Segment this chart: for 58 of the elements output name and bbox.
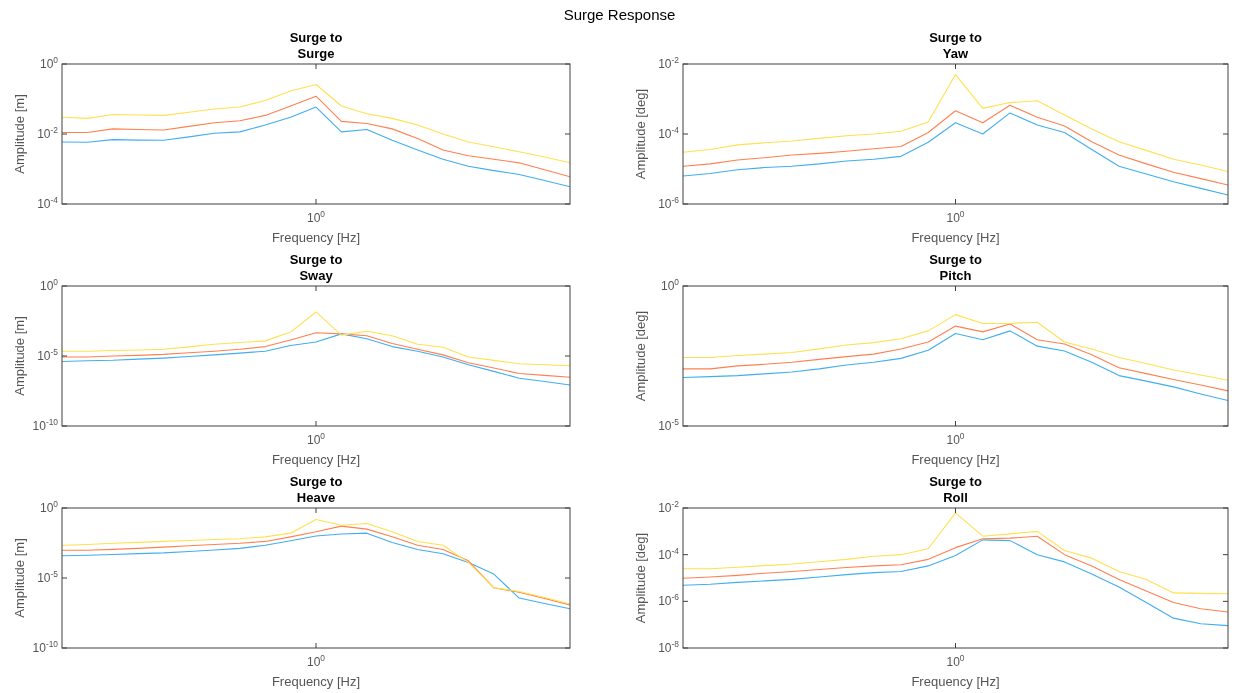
line-series — [683, 73, 1228, 173]
text: 10$^{0}$ — [306, 653, 326, 669]
y-tick-label: 10$^{-6}$ — [658, 195, 680, 211]
y-tick-label: 10$^{0}$ — [660, 277, 680, 293]
line-series — [683, 535, 1228, 613]
line-series — [683, 512, 1228, 595]
y-tick-label: 10$^{0}$ — [39, 277, 59, 293]
text: Surge Response — [563, 6, 676, 23]
y-axis-title: Amplitude [deg] — [633, 310, 648, 402]
y-axis-title: Amplitude [m] — [12, 316, 27, 396]
line-series — [683, 330, 1228, 402]
x-axis-title: Frequency [Hz] — [911, 230, 1000, 245]
y-tick-label: 10$^{-5}$ — [37, 347, 59, 363]
text: 10$^{0}$ — [946, 431, 965, 447]
y-tick-label: 10$^{-5}$ — [658, 417, 680, 433]
x-axis-title: Frequency [Hz] — [911, 452, 1000, 467]
y-tick-label: 10$^{-2}$ — [37, 125, 59, 141]
y-tick-label: 10$^{-8}$ — [658, 639, 680, 655]
text: 10$^{0}$ — [306, 209, 326, 225]
chart-title: Surge to Yaw — [929, 30, 982, 61]
text: 10$^{0}$ — [306, 431, 326, 447]
line-series — [62, 311, 570, 367]
x-axis-title: Frequency [Hz] — [271, 230, 361, 245]
y-axis-title: Amplitude [m] — [12, 94, 27, 174]
y-tick-label: 10$^{-10}$ — [32, 639, 59, 655]
line-series — [62, 333, 570, 386]
line-series — [683, 323, 1228, 392]
line-series — [62, 95, 570, 178]
y-tick-label: 10$^{-10}$ — [32, 417, 59, 433]
chart-title: Surge to Heave — [289, 474, 343, 505]
chart-title: Surge to Roll — [929, 474, 982, 505]
y-tick-label: 10$^{-4}$ — [658, 125, 680, 141]
y-tick-label: 10$^{-4}$ — [37, 195, 59, 211]
y-tick-label: 10$^{0}$ — [39, 55, 59, 71]
line-series — [683, 104, 1228, 186]
line-series — [62, 106, 570, 188]
x-axis-title: Frequency [Hz] — [911, 674, 1000, 689]
y-tick-label: 10$^{-2}$ — [658, 55, 680, 71]
line-series — [62, 83, 570, 164]
y-tick-label: 10$^{-6}$ — [658, 592, 680, 609]
y-axis-title: Amplitude [deg] — [633, 88, 648, 180]
y-tick-label: 10$^{0}$ — [39, 499, 59, 515]
line-series — [683, 314, 1228, 381]
x-axis-title: Frequency [Hz] — [271, 452, 361, 467]
y-axis-title: Amplitude [m] — [12, 538, 27, 618]
chart-title: Surge to Pitch — [929, 252, 982, 283]
y-tick-label: 10$^{-2}$ — [658, 499, 680, 515]
line-series — [683, 112, 1228, 196]
line-series — [683, 539, 1228, 627]
text: 10$^{0}$ — [946, 209, 965, 225]
y-tick-label: 10$^{-4}$ — [658, 545, 680, 562]
x-axis-title: Frequency [Hz] — [271, 674, 361, 689]
y-axis-title: Amplitude [deg] — [633, 532, 648, 624]
text: 10$^{0}$ — [946, 653, 965, 669]
chart-title: Surge to Sway — [289, 252, 343, 283]
line-series — [62, 332, 570, 378]
y-tick-label: 10$^{-5}$ — [37, 569, 59, 585]
chart-title: Surge to Surge — [289, 30, 343, 61]
